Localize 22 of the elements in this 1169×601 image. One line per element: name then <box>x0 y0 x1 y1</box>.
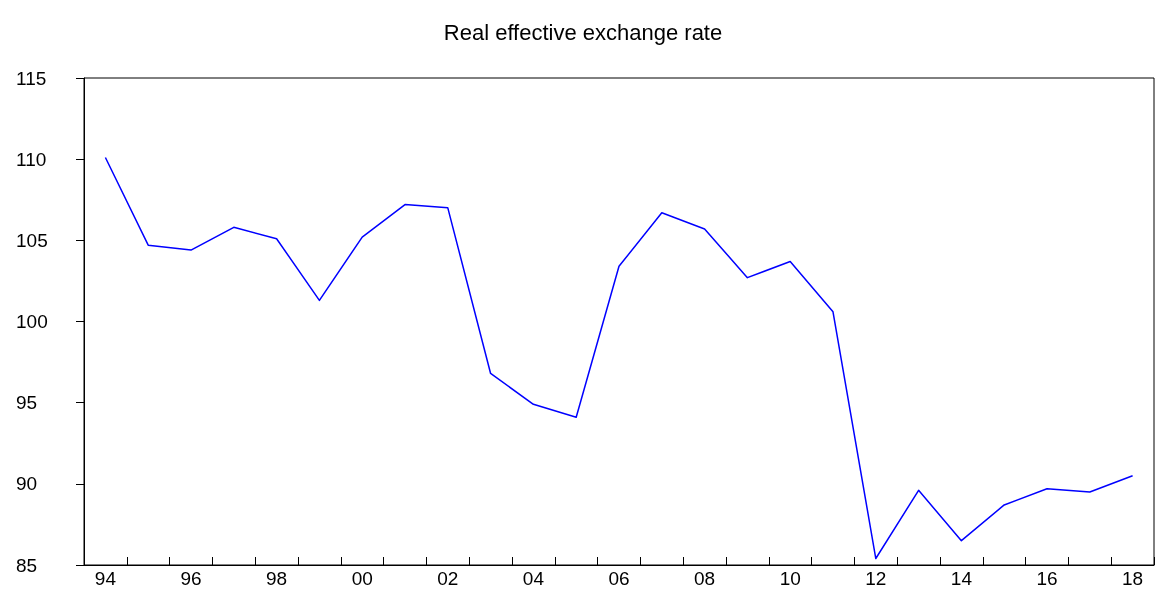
y-tick-label: 95 <box>16 392 38 414</box>
x-tick-label: 94 <box>94 568 117 589</box>
y-tick-label: 100 <box>16 311 48 332</box>
y-tick-label: 90 <box>16 473 38 495</box>
y-tick-label: 85 <box>16 554 38 576</box>
x-tick-label: 00 <box>351 568 373 589</box>
y-tick-label: 115 <box>16 67 47 89</box>
y-tick-label: 105 <box>16 229 48 251</box>
x-tick-label: 10 <box>779 568 801 589</box>
y-tick-label: 110 <box>16 148 47 170</box>
x-tick-label: 02 <box>437 568 459 589</box>
x-tick-label: 14 <box>950 568 973 589</box>
x-tick-label: 08 <box>694 568 716 589</box>
x-tick-label: 98 <box>266 568 288 589</box>
x-tick-label: 12 <box>865 568 887 589</box>
x-tick-label: 06 <box>608 568 630 589</box>
x-tick-label: 04 <box>522 568 545 589</box>
x-tick-label: 16 <box>1036 568 1058 589</box>
x-tick-label: 18 <box>1122 568 1144 589</box>
x-tick-label: 96 <box>180 568 202 589</box>
line-series <box>104 156 1134 560</box>
chart-title: Real effective exchange rate <box>443 19 723 45</box>
